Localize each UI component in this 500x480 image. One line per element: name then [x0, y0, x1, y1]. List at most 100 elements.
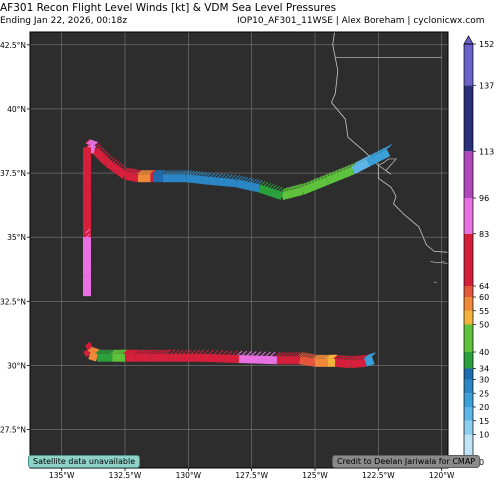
wind-barb [353, 161, 359, 166]
wind-barb [85, 233, 91, 239]
wind-barb [329, 354, 335, 360]
wind-barb [85, 252, 91, 258]
wind-barb [135, 169, 141, 175]
track-segment [124, 171, 139, 183]
wind-barb [118, 349, 124, 355]
track-segment [300, 177, 330, 195]
wind-barb [348, 355, 354, 361]
wind-barb [85, 243, 91, 248]
wind-barb [290, 185, 296, 190]
bay-shoreline [378, 158, 397, 175]
wind-barb [240, 176, 246, 181]
colorbar-bin [464, 44, 473, 86]
wind-barb [178, 349, 184, 355]
wind-barb [265, 182, 272, 188]
colorbar-bin [464, 379, 473, 394]
wind-barb [130, 349, 136, 355]
wind-barb [344, 164, 350, 170]
wind-barb [124, 349, 130, 355]
wind-barb [100, 149, 106, 155]
wind-barb [232, 350, 238, 356]
wind-barb [314, 354, 320, 360]
wind-barb [278, 351, 284, 357]
wind-barb [322, 173, 328, 179]
wind-barb [335, 354, 341, 360]
colorbar-tick-label: 83 [479, 230, 489, 239]
wind-barb [148, 169, 154, 175]
wind-barb [358, 158, 364, 164]
colorbar-tick-label: 50 [479, 321, 489, 330]
wind-barb [206, 172, 212, 178]
wind-barb [222, 350, 229, 355]
wind-barb [295, 183, 301, 189]
wind-barb [307, 353, 313, 359]
wind-barb [146, 169, 153, 175]
wind-barb [301, 352, 307, 358]
wind-barb [85, 190, 91, 196]
wind-barb [311, 354, 317, 359]
lon-tick-label: 120°W [429, 471, 455, 480]
lon-tick-label: 127.5°W [235, 471, 268, 480]
wind-barb [231, 174, 237, 180]
wind-barb [89, 347, 95, 353]
wind-barb [92, 141, 98, 147]
wind-barb [351, 162, 357, 167]
wind-barb [384, 145, 390, 151]
wind-barb [303, 181, 309, 187]
channel-island [477, 277, 485, 280]
wind-barb [326, 354, 332, 360]
wind-barb [282, 187, 288, 192]
track-segment [334, 358, 351, 369]
wind-barb [86, 139, 92, 145]
wind-barb [224, 173, 230, 179]
wind-barb [362, 156, 368, 162]
wind-barb [170, 349, 176, 355]
wind-barb [87, 139, 93, 145]
channel-island [430, 261, 445, 264]
wind-barb [85, 257, 91, 263]
wind-barb [364, 155, 370, 161]
wind-barb [277, 186, 283, 192]
wind-barb [341, 355, 347, 360]
wind-barb [260, 181, 266, 186]
wind-barb [87, 346, 93, 352]
wind-barb [90, 347, 96, 353]
wind-barb [203, 349, 210, 355]
wind-barb [126, 349, 133, 355]
cmap-credit-badge: Credit to Deelan Jariwala for CMAP [332, 455, 481, 468]
wind-barb [270, 351, 276, 357]
colorbar-bin [464, 85, 473, 152]
wind-barb [103, 152, 110, 158]
wind-barb [110, 349, 116, 355]
wind-barb [158, 169, 164, 175]
wind-barb [86, 343, 92, 349]
wind-barb [85, 148, 91, 154]
wind-barb [274, 185, 280, 191]
wind-barb [237, 350, 243, 356]
wind-barb [243, 176, 249, 182]
wind-barb [85, 209, 91, 215]
wind-barb [85, 277, 91, 283]
wind-barb [368, 153, 375, 158]
wind-barb [143, 169, 149, 175]
colorbar-tick-label: 113 [479, 147, 494, 156]
track-segment [281, 187, 304, 201]
chart-timestamp: Ending Jan 22, 2026, 00:18z [0, 16, 128, 26]
wind-barb [227, 174, 233, 180]
wind-barb [265, 351, 271, 357]
wind-barb [85, 163, 91, 168]
wind-barb [97, 146, 103, 152]
lon-tick-label: 130°W [176, 471, 202, 480]
colorbar-tick-label: 30 [479, 376, 489, 385]
map-frame [29, 31, 449, 469]
wind-barb [128, 349, 134, 355]
wind-barb [337, 354, 343, 360]
wind-barb [102, 151, 108, 156]
track-segment [238, 355, 278, 365]
colorbar-bin [464, 233, 473, 286]
colorbar-bin [464, 393, 473, 407]
wind-barb [218, 349, 224, 355]
lon-tick-label: 125°W [302, 471, 328, 480]
wind-barb [330, 354, 336, 360]
wind-barb [297, 351, 304, 357]
